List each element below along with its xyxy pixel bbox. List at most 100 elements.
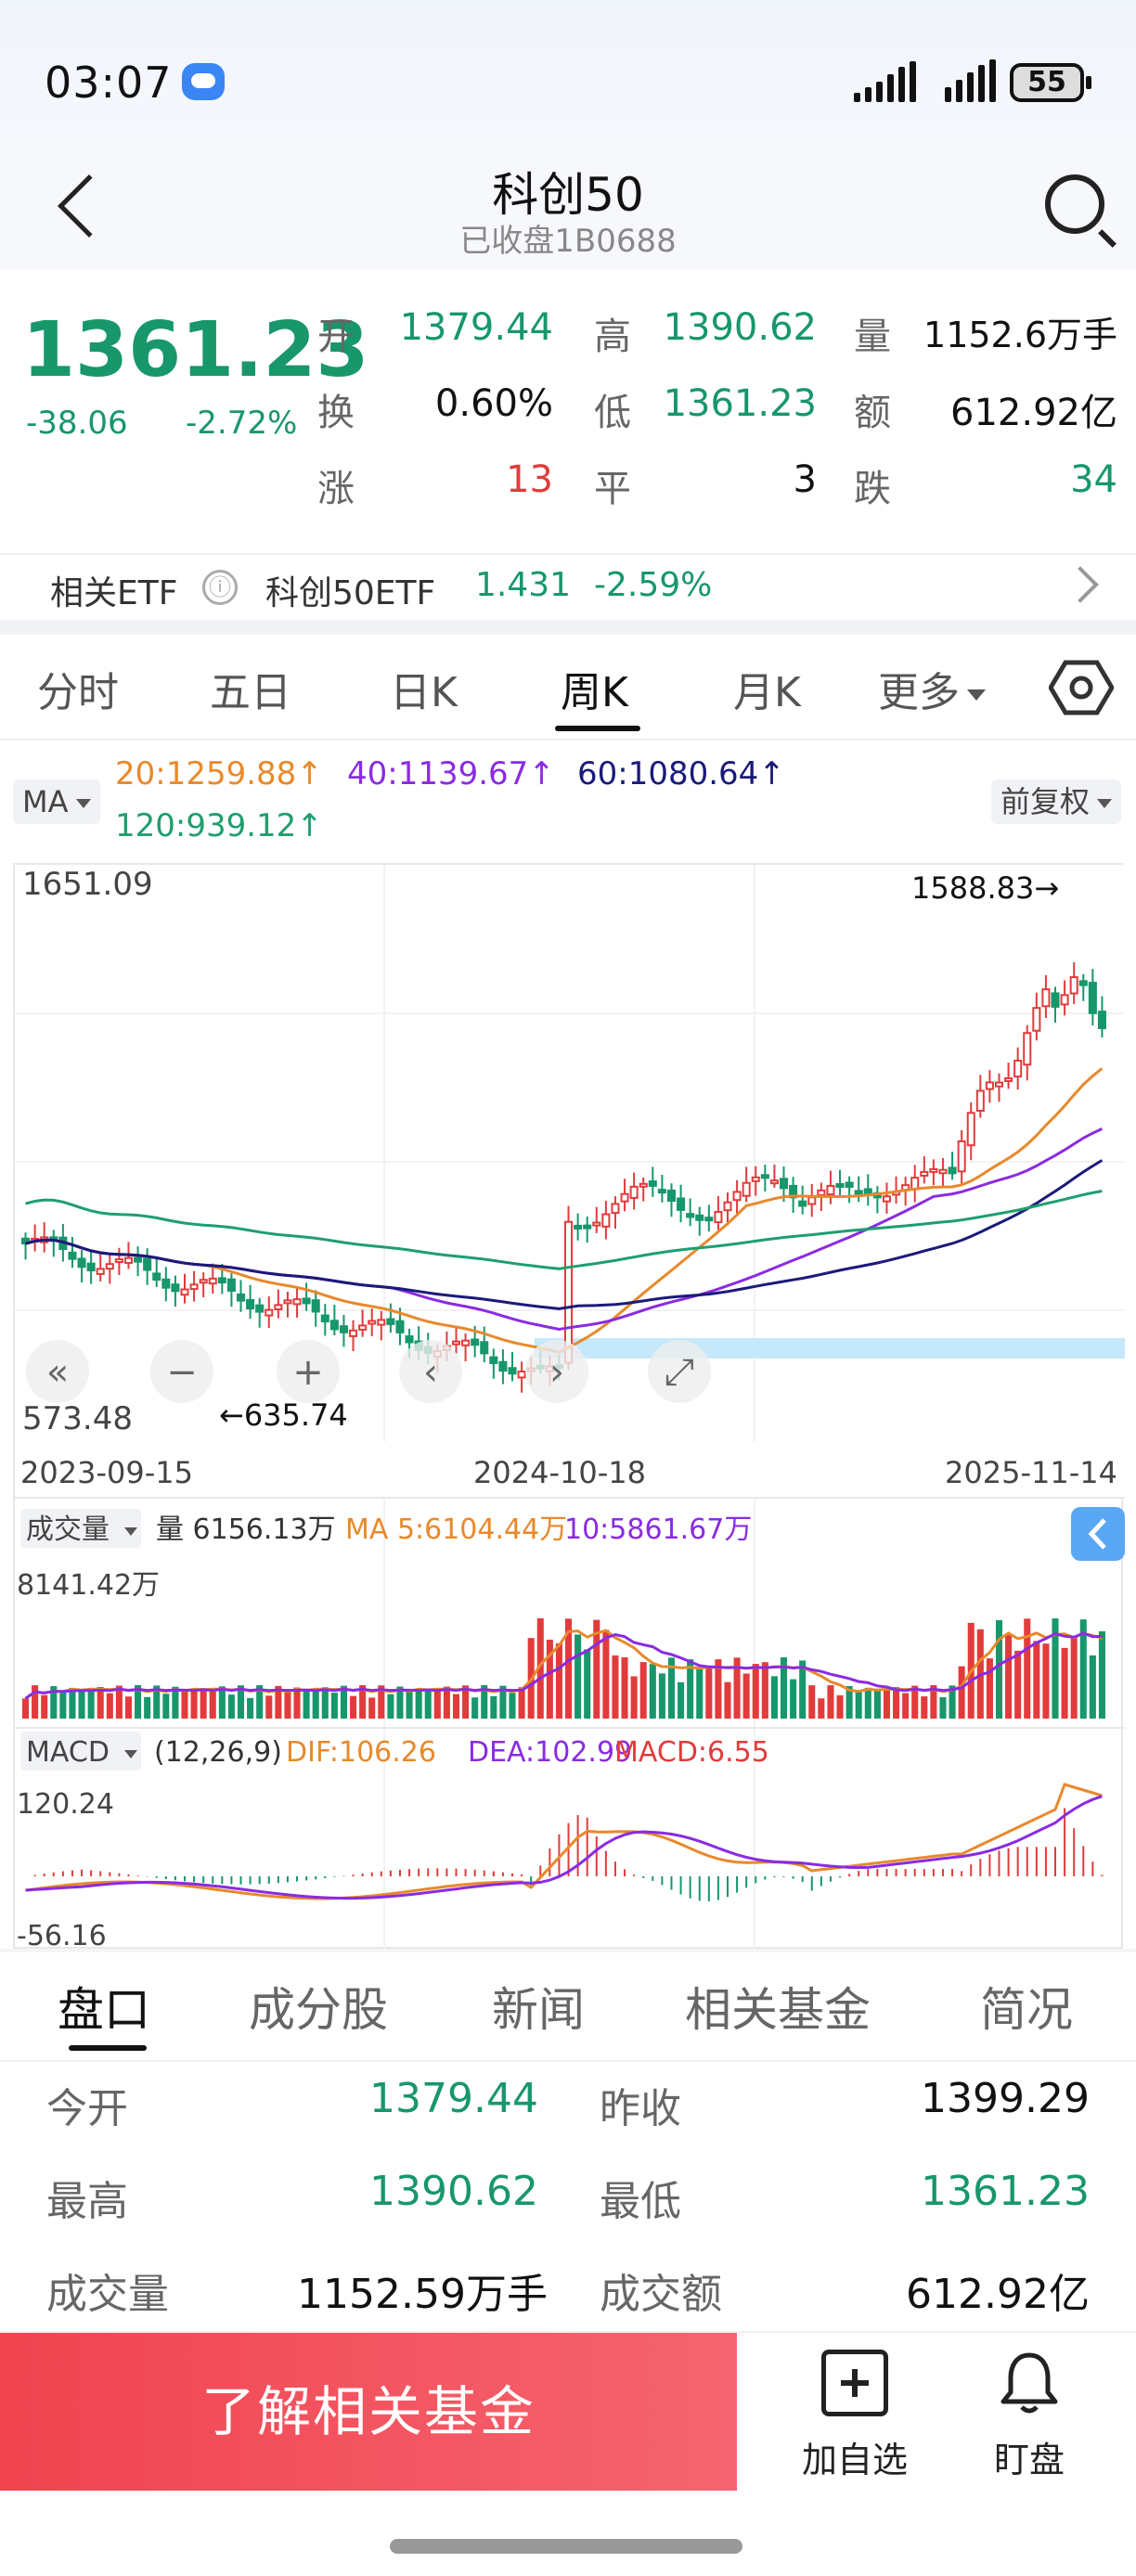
volume-bar — [1052, 1618, 1059, 1719]
candle-body — [171, 1283, 180, 1293]
volume-bar — [1089, 1655, 1096, 1719]
candle-body — [695, 1214, 704, 1221]
candle-body — [1069, 976, 1078, 995]
volume-bar — [237, 1685, 245, 1719]
volume-bar — [939, 1697, 947, 1719]
volume-bar — [368, 1697, 376, 1719]
tab-five-day[interactable]: 五日 — [210, 669, 291, 716]
ma60-value: 60:1080.64↑ — [577, 755, 785, 792]
page-header: 科创50 已收盘1B0688 — [0, 158, 1136, 269]
candle-body — [994, 1081, 1004, 1088]
volume-ma10: 10:5861.67万 — [564, 1513, 752, 1546]
volume-bar — [667, 1657, 676, 1719]
volume-bar — [630, 1676, 638, 1719]
scroll-right-button[interactable] — [525, 1340, 588, 1403]
cell-signal-icon — [945, 56, 996, 102]
volume-panel: 成交量 量 6156.13万 MA 5:6104.44万 10:5861.67万… — [17, 1507, 1125, 1719]
volume-bar — [32, 1685, 39, 1719]
turnover-label: 换 — [317, 392, 355, 434]
amount-value: 612.92亿 — [906, 2271, 1090, 2318]
candle-body — [358, 1324, 368, 1331]
candle-body — [517, 1371, 526, 1379]
fullscreen-button[interactable] — [648, 1340, 711, 1403]
kline-chart[interactable]: 1651.09 573.48 1588.83→ ←635.74 « − + ‹ … — [15, 865, 1125, 1952]
candle-body — [1078, 980, 1088, 986]
candle-body — [677, 1197, 686, 1211]
volume-bar — [181, 1690, 188, 1719]
learn-funds-button[interactable]: 了解相关基金 — [0, 2333, 737, 2491]
etf-value: 1.431 — [475, 566, 572, 604]
volume-bar — [153, 1685, 161, 1719]
zoom-in-icon: + — [292, 1351, 324, 1394]
volume-bar — [124, 1696, 133, 1719]
candle-body — [686, 1213, 695, 1218]
tab-daily[interactable]: 日K — [390, 669, 458, 716]
volume-bar — [452, 1694, 460, 1719]
turnover-value: 0.60% — [434, 382, 553, 425]
candle-body — [732, 1191, 742, 1202]
info-icon[interactable]: ⓘ — [202, 570, 238, 605]
volume-selector[interactable] — [20, 1509, 141, 1548]
candle-body — [498, 1360, 508, 1372]
ma-selector[interactable]: MA — [13, 779, 100, 824]
tab-orderbook[interactable]: 盘口 — [58, 1983, 150, 2037]
scroll-left-button[interactable] — [399, 1340, 462, 1403]
collapse-panel-button[interactable] — [1071, 1507, 1125, 1561]
tab-news[interactable]: 新闻 — [492, 1983, 585, 2037]
scroll-right-icon: › — [549, 1351, 564, 1394]
volume-bar — [733, 1657, 741, 1719]
volume-bar — [433, 1691, 441, 1719]
orderbook-stats: 今开 1379.44 昨收 1399.29 最高 1390.62 最低 1361… — [0, 2060, 1136, 2329]
etf-pct: -2.59% — [594, 566, 713, 604]
high-value: 1390.62 — [663, 306, 817, 349]
macd-selector[interactable] — [20, 1732, 141, 1771]
tab-more[interactable]: 更多 — [878, 659, 986, 718]
volume-value: 1152.6万手 — [923, 315, 1117, 355]
rewind-button[interactable] — [26, 1340, 89, 1403]
tab-constituents[interactable]: 成分股 — [249, 1983, 388, 2037]
candle-body — [583, 1224, 592, 1230]
candle-body — [226, 1278, 236, 1292]
tab-overview[interactable]: 简况 — [980, 1983, 1073, 2037]
prev-close-value: 1399.29 — [921, 2075, 1090, 2122]
status-time: 03:07 — [45, 58, 173, 108]
adjust-selector[interactable]: 前复权 — [991, 779, 1122, 824]
volume-bar — [1033, 1641, 1040, 1719]
tab-weekly[interactable]: 周K — [561, 669, 628, 716]
related-etf-row[interactable]: 相关ETF ⓘ 科创50ETF 1.431 -2.59% — [0, 553, 1136, 618]
volume-bar — [1005, 1634, 1013, 1719]
zoom-in-button[interactable] — [277, 1340, 340, 1403]
search-icon[interactable] — [1045, 174, 1104, 234]
tab-monthly[interactable]: 月K — [733, 669, 801, 716]
zoom-out-button[interactable] — [150, 1340, 213, 1403]
down-count-label: 跌 — [854, 468, 891, 510]
volume-bar — [1079, 1619, 1087, 1719]
volume-value: 量 6156.13万 — [156, 1513, 336, 1546]
volume-bar — [555, 1643, 562, 1719]
volume-bar — [135, 1685, 142, 1719]
flat-count-label: 平 — [594, 468, 631, 510]
settings-hexagon-icon[interactable] — [1049, 659, 1114, 716]
volume-bar — [958, 1666, 965, 1719]
detail-tabs: 盘口 成分股 新闻 相关基金 简况 — [0, 1952, 1136, 2054]
volume-bar — [930, 1685, 937, 1719]
kline-chart-area[interactable]: 1651.09 573.48 1588.83→ ←635.74 « − + ‹ … — [13, 863, 1125, 1952]
volume-bar — [247, 1697, 254, 1719]
price-change-pct: -2.72% — [186, 405, 298, 442]
price-alert-button[interactable]: 盯盘 — [960, 2350, 1099, 2482]
candle-body — [920, 1170, 929, 1178]
tab-intraday[interactable]: 分时 — [37, 669, 119, 716]
bottom-action-bar: 了解相关基金 加自选 盯盘 — [0, 2331, 1136, 2491]
add-watchlist-button[interactable]: 加自选 — [785, 2350, 924, 2482]
volume-bar — [490, 1695, 497, 1719]
macd-lines — [25, 1783, 1103, 1900]
candle-body — [1060, 994, 1069, 1006]
volume-bar — [883, 1690, 890, 1719]
ma120-line — [25, 1190, 1103, 1270]
volume-bar — [602, 1629, 610, 1719]
volume-label: 成交量 — [46, 2271, 169, 2318]
volume-bar — [584, 1649, 591, 1719]
macd-params: (12,26,9) — [154, 1736, 282, 1769]
flat-count: 3 — [793, 458, 817, 501]
tab-related-funds[interactable]: 相关基金 — [685, 1983, 871, 2037]
